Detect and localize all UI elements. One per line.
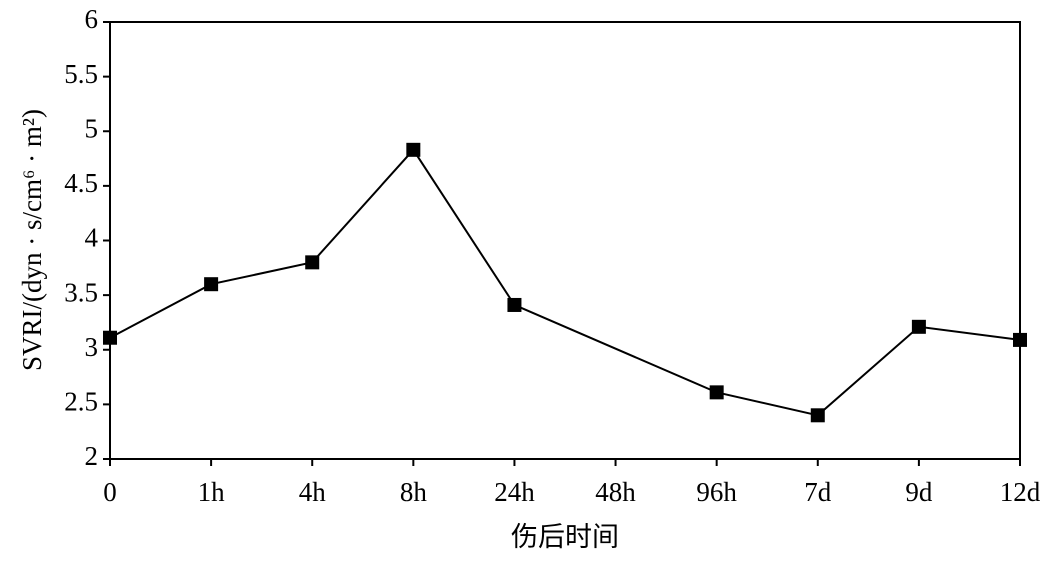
x-tick-label: 96h [696, 477, 737, 507]
y-tick-label: 5 [85, 113, 99, 143]
x-tick-label: 0 [103, 477, 117, 507]
data-point [709, 385, 724, 400]
x-axis-label: 伤后时间 [511, 522, 619, 552]
y-tick-label: 6 [85, 4, 99, 34]
data-point [507, 297, 522, 312]
data-point [911, 319, 926, 334]
plot-frame [109, 21, 1021, 460]
data-point [406, 142, 421, 157]
x-tick-label: 9d [905, 477, 933, 507]
data-point [305, 255, 320, 270]
y-tick-label: 4 [85, 223, 99, 253]
y-tick-label: 3 [85, 332, 99, 362]
y-tick-label: 5.5 [64, 59, 98, 89]
y-tick-label: 2.5 [64, 387, 98, 417]
x-tick-label: 8h [400, 477, 428, 507]
data-point [204, 277, 219, 292]
y-tick-label: 2 [85, 441, 99, 471]
y-tick-label: 3.5 [64, 277, 98, 307]
data-point [810, 408, 825, 423]
data-point [103, 330, 117, 345]
y-axis-label: SVRI/(dyn · s/cm⁶ · m²) [17, 109, 47, 371]
x-tick-label: 24h [494, 477, 535, 507]
x-tick-label: 4h [299, 477, 327, 507]
x-tick-label: 48h [595, 477, 636, 507]
x-tick-label: 1h [198, 477, 226, 507]
series-line [109, 148, 1021, 417]
x-tick-label: 7d [804, 477, 832, 507]
data-point [1013, 332, 1027, 347]
y-tick-label: 4.5 [64, 168, 98, 198]
x-tick-label: 12d [1000, 477, 1041, 507]
